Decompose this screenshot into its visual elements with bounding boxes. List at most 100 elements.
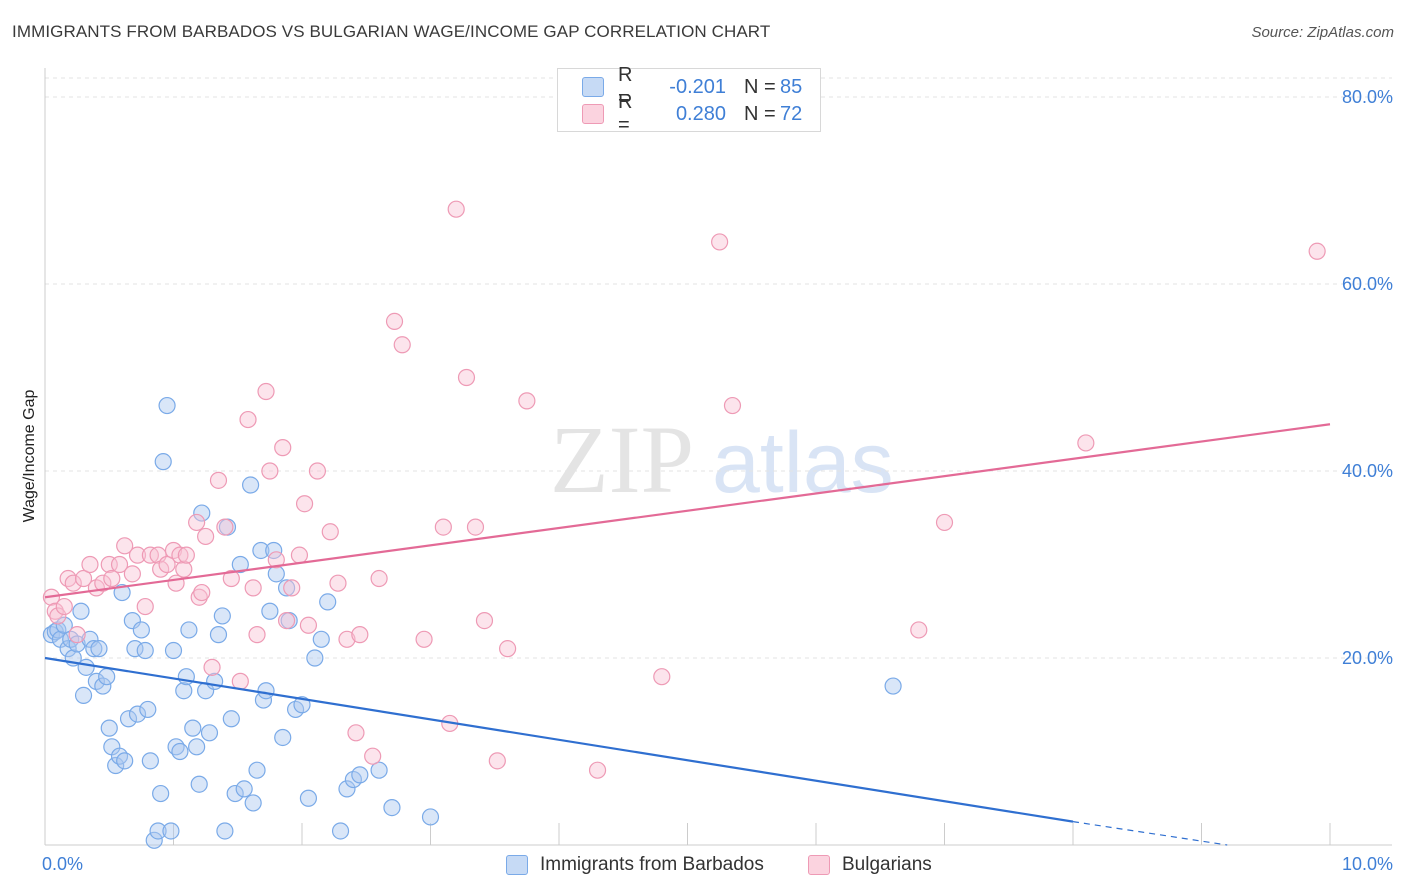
legend-r-label: R = <box>618 64 633 109</box>
bulgarian-point <box>222 569 240 588</box>
bulgarian-point <box>188 513 206 532</box>
barbados-point <box>299 789 318 807</box>
barbados-point <box>149 822 167 840</box>
barbados-point <box>248 761 266 779</box>
bulgarian-point <box>171 546 189 564</box>
barbados-point <box>158 396 176 415</box>
bulgarian-point <box>499 640 517 658</box>
legend-label-bulgarians: Bulgarians <box>842 854 932 875</box>
bulgarian-point <box>55 597 73 616</box>
bulgarian-point <box>653 668 671 686</box>
bulgarian-point <box>1077 434 1095 452</box>
barbados-point <box>175 682 193 700</box>
barbados-point <box>274 728 292 747</box>
barbados-point <box>98 668 116 686</box>
bulgarian-point <box>216 518 234 536</box>
barbados-trend-extension <box>1072 821 1228 846</box>
barbados-point <box>351 766 369 784</box>
x-tick-label-left: 0.0% <box>42 854 83 874</box>
watermark-atlas: atlas <box>712 415 894 511</box>
barbados-point <box>116 752 134 770</box>
barbados-point <box>107 756 125 775</box>
barbados-point <box>257 682 275 700</box>
barbados-point <box>154 453 172 471</box>
barbados-point <box>68 635 86 653</box>
barbados-point <box>216 822 234 840</box>
bulgarian-point <box>128 546 147 564</box>
bulgarian-point <box>723 396 742 415</box>
bulgarian-point <box>103 569 121 588</box>
barbados-point <box>222 710 240 728</box>
bulgarian-trend-line <box>44 423 1331 599</box>
barbados-point <box>119 710 138 728</box>
y-tick-label: 40.0% <box>1342 461 1393 481</box>
barbados-point <box>261 602 279 620</box>
legend-label-barbados: Immigrants from Barbados <box>540 854 764 875</box>
barbados-point <box>141 752 159 770</box>
bulgarian-point <box>68 626 86 644</box>
bulgarian-point <box>434 518 452 536</box>
bulgarian-point <box>466 518 485 536</box>
legend-item-bulgarians[interactable]: Bulgarians <box>808 852 932 878</box>
legend-r-label: R = <box>618 91 633 136</box>
bulgarian-point <box>209 471 228 489</box>
legend-item-barbados[interactable]: Immigrants from Barbados <box>506 852 764 878</box>
bulgarian-point <box>910 621 928 639</box>
bulgarian-point <box>244 579 262 597</box>
bulgarian-point <box>447 200 465 218</box>
barbados-point <box>184 719 202 737</box>
bulgarian-point <box>308 462 327 480</box>
chart-title: IMMIGRANTS FROM BARBADOS VS BULGARIAN WA… <box>12 22 771 41</box>
y-tick-label: 80.0% <box>1342 87 1393 107</box>
bulgarian-point <box>190 588 208 606</box>
legend-swatch-barbados <box>506 855 528 875</box>
bulgarian-point <box>231 672 249 690</box>
zipatlas-watermark: ZIP atlas <box>550 406 894 513</box>
data-points <box>42 200 1326 849</box>
legend-swatch-bulgarians <box>582 104 604 124</box>
bulgarian-point <box>290 546 309 564</box>
bulgarian-point <box>475 611 494 630</box>
bulgarian-point <box>274 439 292 457</box>
bulgarian-point <box>116 537 134 555</box>
barbados-point <box>164 641 183 660</box>
barbados-point <box>113 583 131 602</box>
legend-n-label: N = <box>744 102 776 125</box>
barbados-point <box>331 822 350 840</box>
barbados-point <box>188 738 206 756</box>
trend-lines <box>44 423 1331 846</box>
legend-n-value: 72 <box>780 102 803 125</box>
barbados-point <box>81 630 99 648</box>
barbados-point <box>77 658 95 676</box>
bulgarian-point <box>267 551 285 569</box>
legend-swatch-bulgarians <box>808 855 830 875</box>
barbados-point <box>884 677 902 695</box>
bulgarian-point <box>711 233 729 251</box>
barbados-point <box>319 593 337 611</box>
bulgarian-point <box>261 462 279 480</box>
barbados-point <box>244 794 262 812</box>
barbados-point <box>293 696 311 714</box>
legend-r-value: -0.201 <box>669 75 726 98</box>
bulgarian-point <box>257 382 275 401</box>
barbados-point <box>128 705 147 723</box>
barbados-point <box>383 798 401 817</box>
source-label: Source: ZipAtlas.com <box>1251 24 1394 41</box>
bulgarian-point <box>299 616 318 634</box>
bulgarian-point <box>123 565 141 583</box>
y-tick-label: 20.0% <box>1342 648 1393 668</box>
barbados-point <box>180 621 198 639</box>
barbados-point <box>277 579 296 597</box>
legend-row-bulgarians: R = 0.280 N = 72 <box>582 91 803 136</box>
bulgarian-point <box>167 574 185 592</box>
barbados-point <box>139 700 157 719</box>
barbados-point <box>110 747 129 765</box>
barbados-point <box>136 641 154 660</box>
legend-swatch-barbados <box>582 77 604 97</box>
bulgarian-point <box>49 607 67 625</box>
axes <box>44 68 1392 846</box>
bulgarian-point <box>81 555 99 574</box>
bulgarian-point <box>46 602 64 620</box>
barbados-point <box>306 649 324 667</box>
legend-n-label: N = <box>744 75 776 98</box>
